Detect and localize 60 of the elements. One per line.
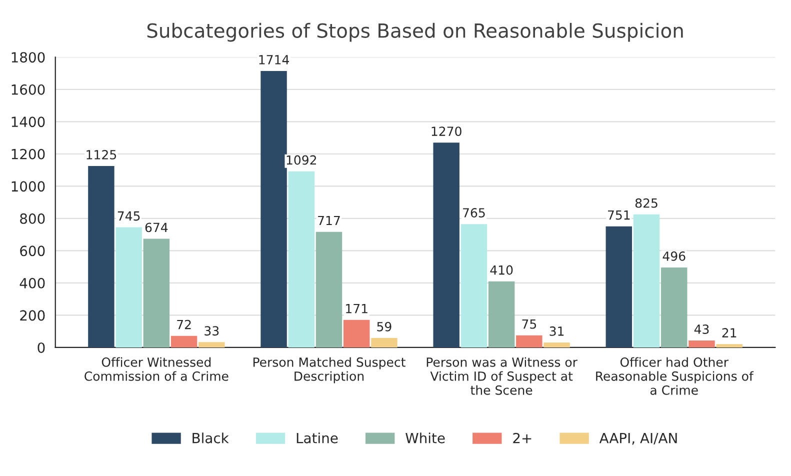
y-tick-label: 0 (38, 342, 45, 353)
data-label: 43 (694, 324, 709, 334)
x-tick-label: Person Matched Suspect Description (253, 357, 406, 384)
bar (633, 214, 660, 348)
bar (288, 171, 314, 348)
bar (143, 238, 170, 348)
y-tick-label: 1400 (12, 116, 45, 128)
bar (661, 267, 688, 348)
bar (516, 335, 542, 348)
bar (716, 344, 742, 348)
legend-label: 2+ (513, 432, 532, 444)
bar (488, 281, 515, 348)
legend-label: Black (192, 432, 229, 444)
data-label: 1125 (86, 150, 116, 160)
bar (170, 336, 198, 348)
data-label: 31 (550, 326, 564, 336)
bar (460, 224, 488, 348)
y-tick-label: 400 (20, 278, 45, 288)
data-label: 21 (722, 328, 736, 338)
bar (88, 166, 114, 348)
y-tick-label: 1000 (12, 181, 45, 192)
bar (688, 340, 715, 348)
data-label: 717 (318, 216, 340, 226)
legend-label: AAPI, AI/AN (599, 432, 677, 445)
bar (544, 342, 570, 348)
y-tick-label: 1200 (12, 148, 45, 160)
legend-label: Latine (296, 432, 338, 444)
data-label: 496 (662, 251, 686, 261)
legend-label: White (406, 432, 445, 444)
bar (606, 226, 632, 348)
data-label: 1092 (286, 155, 316, 165)
data-label: 745 (118, 211, 140, 221)
chart-title: Subcategories of Stops Based on Reasonable Suspicion (147, 22, 683, 42)
bar (198, 342, 225, 348)
data-label: 410 (490, 265, 513, 275)
data-label: 751 (608, 210, 630, 220)
data-label: 1714 (259, 55, 289, 64)
data-label: 75 (522, 320, 536, 329)
bar (116, 227, 142, 348)
bar (260, 70, 287, 348)
bar (371, 338, 398, 348)
bar (343, 320, 370, 348)
data-label: 674 (145, 222, 168, 232)
data-label: 825 (635, 198, 658, 208)
y-tick-label: 200 (20, 310, 45, 321)
y-tick-label: 600 (20, 246, 45, 256)
data-label: 59 (377, 322, 392, 332)
y-tick-label: 1600 (12, 84, 45, 95)
data-label: 765 (463, 208, 485, 218)
x-tick-label: Officer had Other Reasonable Suspicions of a Crime (596, 357, 754, 395)
y-tick-label: 800 (20, 213, 45, 224)
bar (316, 232, 342, 348)
data-label: 33 (204, 326, 219, 336)
data-label: 72 (177, 320, 191, 330)
y-tick-label: 1800 (12, 52, 45, 63)
data-label: 171 (346, 304, 368, 314)
bar (433, 142, 460, 348)
x-tick-label: Officer Witnessed Commission of a Crime (84, 357, 228, 381)
data-label: 1270 (432, 126, 462, 136)
x-tick-label: Person was a Witness or Victim ID of Suspect at the Scene (426, 357, 578, 395)
